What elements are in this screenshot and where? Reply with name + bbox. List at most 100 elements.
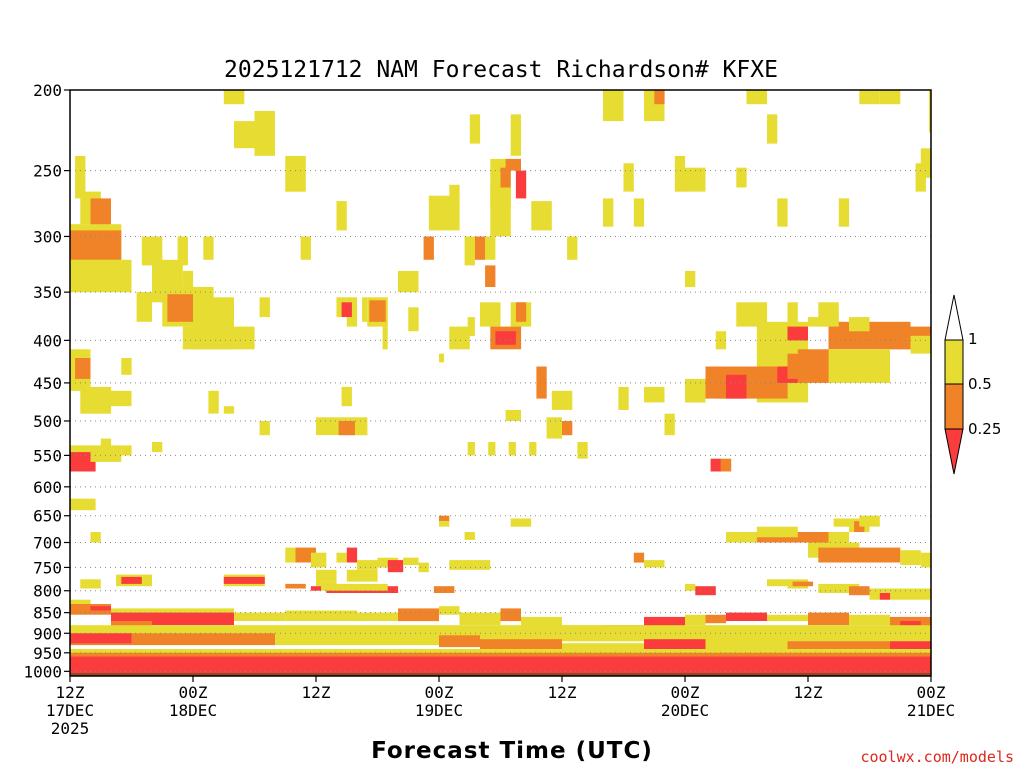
heatmap-cell xyxy=(357,421,368,436)
heatmap-cell xyxy=(644,386,665,403)
heatmap-cell xyxy=(275,633,439,646)
heatmap-cell xyxy=(285,547,296,563)
heatmap-cell xyxy=(828,532,849,543)
heatmap-cell xyxy=(90,606,111,611)
heatmap-cell xyxy=(915,163,926,192)
heatmap-cell xyxy=(890,641,931,651)
heatmap-cell xyxy=(849,614,890,626)
heatmap-cell xyxy=(736,167,747,188)
heatmap-cell xyxy=(705,637,788,651)
heatmap-cell xyxy=(259,297,270,318)
heatmap-cell xyxy=(838,353,860,375)
heatmap-cell xyxy=(488,442,496,456)
heatmap-cell xyxy=(70,230,122,260)
heatmap-cell xyxy=(562,643,644,651)
y-tick-label: 300 xyxy=(33,227,62,246)
heatmap-cell xyxy=(529,442,537,456)
gridlines xyxy=(70,170,931,672)
heatmap-cell xyxy=(203,236,214,260)
heatmap-cell xyxy=(439,521,450,527)
heatmap-cell xyxy=(879,90,901,105)
heatmap-cell xyxy=(346,569,378,582)
heatmap-cell xyxy=(920,552,932,568)
y-tick-label: 950 xyxy=(33,644,62,663)
x-tick-label: 12Z xyxy=(548,683,577,702)
heatmap-cell xyxy=(223,406,235,414)
heatmap-cell xyxy=(369,300,386,322)
ground-strip xyxy=(70,673,931,676)
heatmap-cell xyxy=(808,317,839,327)
heatmap-cell xyxy=(310,552,327,568)
heatmap-cell xyxy=(618,386,629,410)
heatmap-cell xyxy=(767,114,778,144)
colorbar-label-0.25: 0.25 xyxy=(968,420,1001,438)
heatmap-cell xyxy=(295,547,316,563)
heatmap-cell xyxy=(382,326,388,350)
heatmap-cell xyxy=(920,148,932,178)
heatmap-cell xyxy=(480,302,501,327)
heatmap-cell xyxy=(633,198,645,227)
heatmap-cell xyxy=(674,155,686,192)
heatmap-cell xyxy=(505,158,521,171)
heatmap-cell xyxy=(833,518,860,527)
heatmap-cell xyxy=(485,236,496,260)
heatmap-cell xyxy=(767,579,788,587)
heatmap-cell xyxy=(726,532,757,543)
heatmap-cell xyxy=(536,366,547,399)
heatmap-cell xyxy=(321,583,388,591)
heatmap-cell xyxy=(490,187,511,237)
heatmap-cell xyxy=(70,498,96,511)
heatmap-cell xyxy=(439,635,480,648)
heatmap-cell xyxy=(285,610,358,621)
heatmap-cell xyxy=(341,302,352,317)
heatmap-cell xyxy=(469,114,481,144)
heatmap-cell xyxy=(75,358,91,379)
heatmap-cell xyxy=(664,413,675,436)
heatmap-cell xyxy=(121,445,132,456)
heatmap-cell xyxy=(121,576,142,584)
colorbar-bottom-arrow xyxy=(944,428,964,475)
heatmap-cell xyxy=(285,583,306,589)
x-axis-label: Forecast Time (UTC) xyxy=(371,738,653,764)
heatmap-cell xyxy=(777,198,788,227)
heatmap-cell xyxy=(879,593,891,600)
heatmap-cell xyxy=(838,198,850,227)
heatmap-cell xyxy=(408,307,419,332)
heatmap-cell xyxy=(341,386,352,407)
heatmap-cell xyxy=(849,317,870,332)
heatmap-cell xyxy=(449,560,491,570)
heatmap-cell xyxy=(562,421,573,436)
heatmap-cell xyxy=(346,297,358,327)
x-tick-label: 12Z xyxy=(794,683,823,702)
heatmap-cell xyxy=(387,586,399,593)
heatmap-cell xyxy=(141,236,163,266)
heatmap-cell xyxy=(726,374,747,399)
heatmap-cell xyxy=(685,167,706,192)
heatmap-cell xyxy=(508,442,516,456)
heatmap-cell xyxy=(546,417,562,439)
heatmap-cell xyxy=(767,614,808,622)
heatmap-cell xyxy=(859,515,880,527)
heatmap-cell xyxy=(70,452,96,472)
heatmap-cell xyxy=(336,201,347,231)
y-tick-label: 600 xyxy=(33,478,62,497)
heatmap-cell xyxy=(705,614,726,624)
y-tick-label: 550 xyxy=(33,446,62,465)
y-tick-label: 850 xyxy=(33,604,62,623)
heatmap-cell xyxy=(208,390,219,414)
credit-text: coolwx.com/models xyxy=(860,748,1014,766)
heatmap-cell xyxy=(756,370,778,395)
x-tick-label: 12Z xyxy=(302,683,331,702)
y-tick-label: 250 xyxy=(33,162,62,181)
heatmap-cell xyxy=(136,292,152,322)
heatmap-cell xyxy=(746,90,767,105)
heatmap-cell xyxy=(900,550,921,565)
heatmap-cell xyxy=(177,236,188,266)
heatmap-cell xyxy=(310,586,322,591)
heatmap-cell xyxy=(70,259,132,293)
y-tick-label: 800 xyxy=(33,582,62,601)
y-tick-label: 400 xyxy=(33,331,62,350)
colorbar-label-0.5: 0.5 xyxy=(968,375,992,393)
heatmap-cell xyxy=(720,458,732,472)
